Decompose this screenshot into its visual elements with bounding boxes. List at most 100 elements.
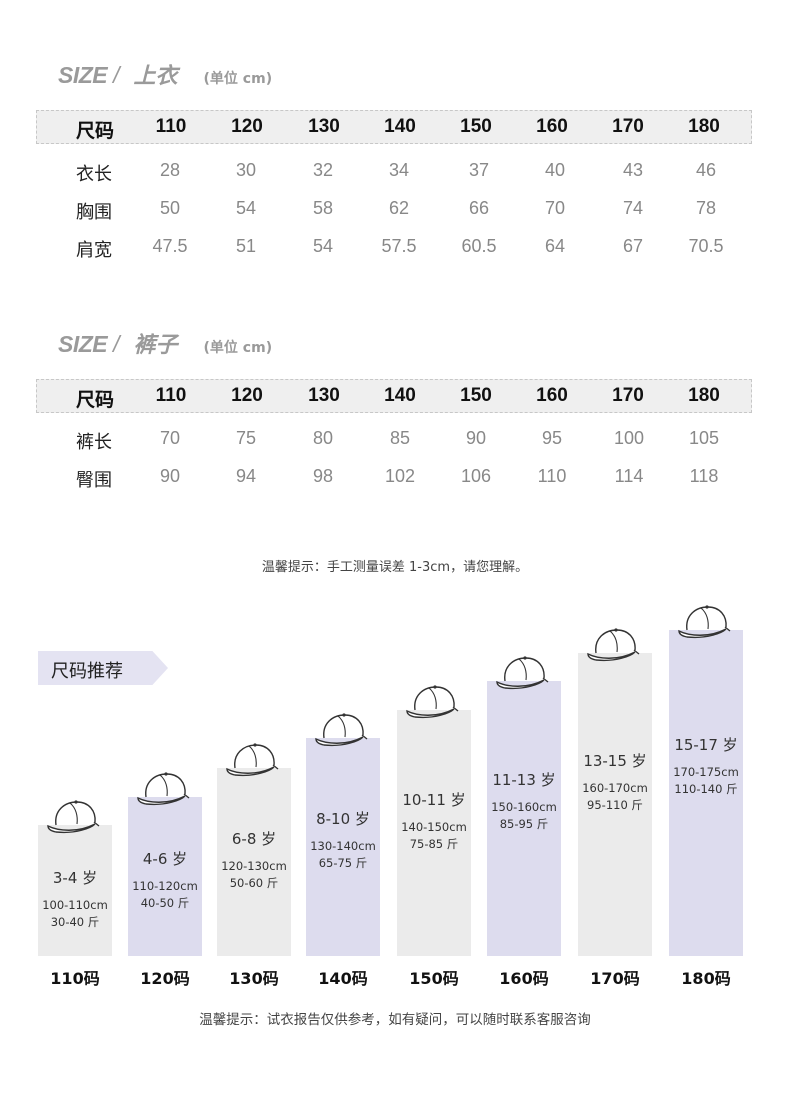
age-range: 4-6 岁 [142, 850, 188, 868]
weight-range: 40-50 斤 [140, 896, 190, 910]
title-slash: / [113, 62, 120, 88]
weight-range: 85-95 斤 [499, 817, 549, 831]
table-cell: 98 [312, 466, 334, 486]
size-bar: 6-8 岁 120-130cm 50-60 斤 [217, 768, 291, 956]
size-label: 160码 [499, 969, 549, 988]
table-cell: 90 [159, 466, 181, 486]
table-cell: 110 [537, 466, 567, 486]
height-weight: 150-160cm 85-95 斤 [487, 799, 561, 833]
age-range: 3-4 岁 [52, 869, 98, 887]
row-label: 臀围 [76, 470, 112, 491]
table-cell: 106 [460, 466, 492, 486]
table-row: 肩宽 47.5 51 54 57.5 60.5 64 67 70.5 [36, 234, 752, 264]
size-label: 140码 [318, 969, 368, 988]
size-bar: 8-10 岁 130-140cm 65-75 斤 [306, 738, 380, 956]
height-range: 170-175cm [673, 765, 739, 779]
table-cell: 40 [544, 160, 566, 180]
table-cell: 90 [465, 428, 487, 448]
table-row: 衣长 28 30 32 34 37 40 43 46 [36, 158, 752, 188]
table-row: 裤长 70 75 80 85 90 95 100 105 [36, 426, 752, 456]
height-weight: 140-150cm 75-85 斤 [397, 819, 471, 853]
height-weight: 110-120cm 40-50 斤 [128, 878, 202, 912]
size-col: 110 [155, 116, 187, 137]
size-word: SIZE [58, 62, 108, 88]
weight-range: 50-60 斤 [229, 876, 279, 890]
size-header-label: 尺码 [75, 121, 114, 142]
recommend-tag: 尺码推荐 [38, 651, 168, 685]
size-col: 130 [308, 116, 340, 137]
table-cell: 30 [235, 160, 257, 180]
table-cell: 75 [235, 428, 257, 448]
age-range: 6-8 岁 [231, 830, 277, 848]
table-cell: 100 [613, 428, 645, 448]
cap-icon [46, 797, 102, 841]
table-cell: 46 [695, 160, 717, 180]
age-range: 11-13 岁 [492, 771, 556, 789]
table-cell: 43 [622, 160, 644, 180]
age-range: 13-15 岁 [583, 752, 647, 770]
age-range: 15-17 岁 [674, 736, 738, 754]
size-header-label: 尺码 [75, 390, 114, 411]
table-cell: 60.5 [461, 236, 497, 256]
height-range: 110-120cm [132, 879, 198, 893]
top-size-header-row: 尺码 110 120 130 140 150 160 170 180 [36, 110, 752, 144]
table-cell: 54 [235, 198, 257, 218]
table-cell: 57.5 [381, 236, 417, 256]
table-cell: 102 [384, 466, 416, 486]
table-cell: 85 [389, 428, 411, 448]
size-label: 130码 [229, 969, 279, 988]
size-bar: 13-15 岁 160-170cm 95-110 斤 [578, 653, 652, 956]
height-range: 120-130cm [221, 859, 287, 873]
size-col: 150 [460, 116, 492, 137]
table-cell: 47.5 [152, 236, 188, 256]
cap-icon [405, 682, 461, 726]
table-cell: 54 [312, 236, 334, 256]
pants-size-header-row: 尺码 110 120 130 140 150 160 170 180 [36, 379, 752, 413]
row-label: 胸围 [76, 202, 112, 223]
cap-icon [677, 602, 733, 646]
size-bar: 15-17 岁 170-175cm 110-140 斤 [669, 630, 743, 956]
report-note: 温馨提示：试衣报告仅供参考，如有疑问，可以随时联系客服咨询 [199, 1012, 591, 1028]
table-cell: 64 [544, 236, 566, 256]
size-col: 120 [231, 385, 263, 406]
table-cell: 94 [235, 466, 257, 486]
size-word: SIZE [58, 331, 108, 357]
size-col: 120 [231, 116, 263, 137]
unit-note: (单位 cm) [203, 71, 273, 87]
table-cell: 74 [622, 198, 644, 218]
table-cell: 67 [622, 236, 644, 256]
table-cell: 78 [695, 198, 717, 218]
size-col: 160 [536, 385, 568, 406]
height-range: 130-140cm [310, 839, 376, 853]
size-label: 150码 [409, 969, 459, 988]
pants-section-title: SIZE / 裤子 (单位 cm) [58, 327, 272, 359]
table-cell: 114 [614, 466, 644, 486]
table-cell: 70 [159, 428, 181, 448]
table-cell: 66 [468, 198, 490, 218]
table-cell: 50 [159, 198, 181, 218]
table-cell: 105 [688, 428, 720, 448]
height-range: 140-150cm [401, 820, 467, 834]
size-label: 170码 [590, 969, 640, 988]
size-label: 180码 [681, 969, 731, 988]
size-bar: 4-6 岁 110-120cm 40-50 斤 [128, 797, 202, 956]
table-cell: 95 [541, 428, 563, 448]
size-bar: 3-4 岁 100-110cm 30-40 斤 [38, 825, 112, 956]
height-weight: 100-110cm 30-40 斤 [38, 897, 112, 931]
table-cell: 32 [312, 160, 334, 180]
table-cell: 28 [159, 160, 181, 180]
row-label: 裤长 [76, 432, 112, 453]
cap-icon [314, 710, 370, 754]
cap-icon [495, 653, 551, 697]
row-label: 衣长 [76, 164, 112, 185]
size-col: 170 [612, 116, 644, 137]
size-col: 140 [384, 116, 416, 137]
height-weight: 130-140cm 65-75 斤 [306, 838, 380, 872]
table-row: 臀围 90 94 98 102 106 110 114 118 [36, 464, 752, 494]
size-col: 110 [155, 385, 187, 406]
weight-range: 110-140 斤 [674, 782, 738, 796]
size-bar: 11-13 岁 150-160cm 85-95 斤 [487, 681, 561, 956]
height-weight: 170-175cm 110-140 斤 [669, 764, 743, 798]
table-cell: 51 [235, 236, 257, 256]
table-cell: 70.5 [688, 236, 724, 256]
